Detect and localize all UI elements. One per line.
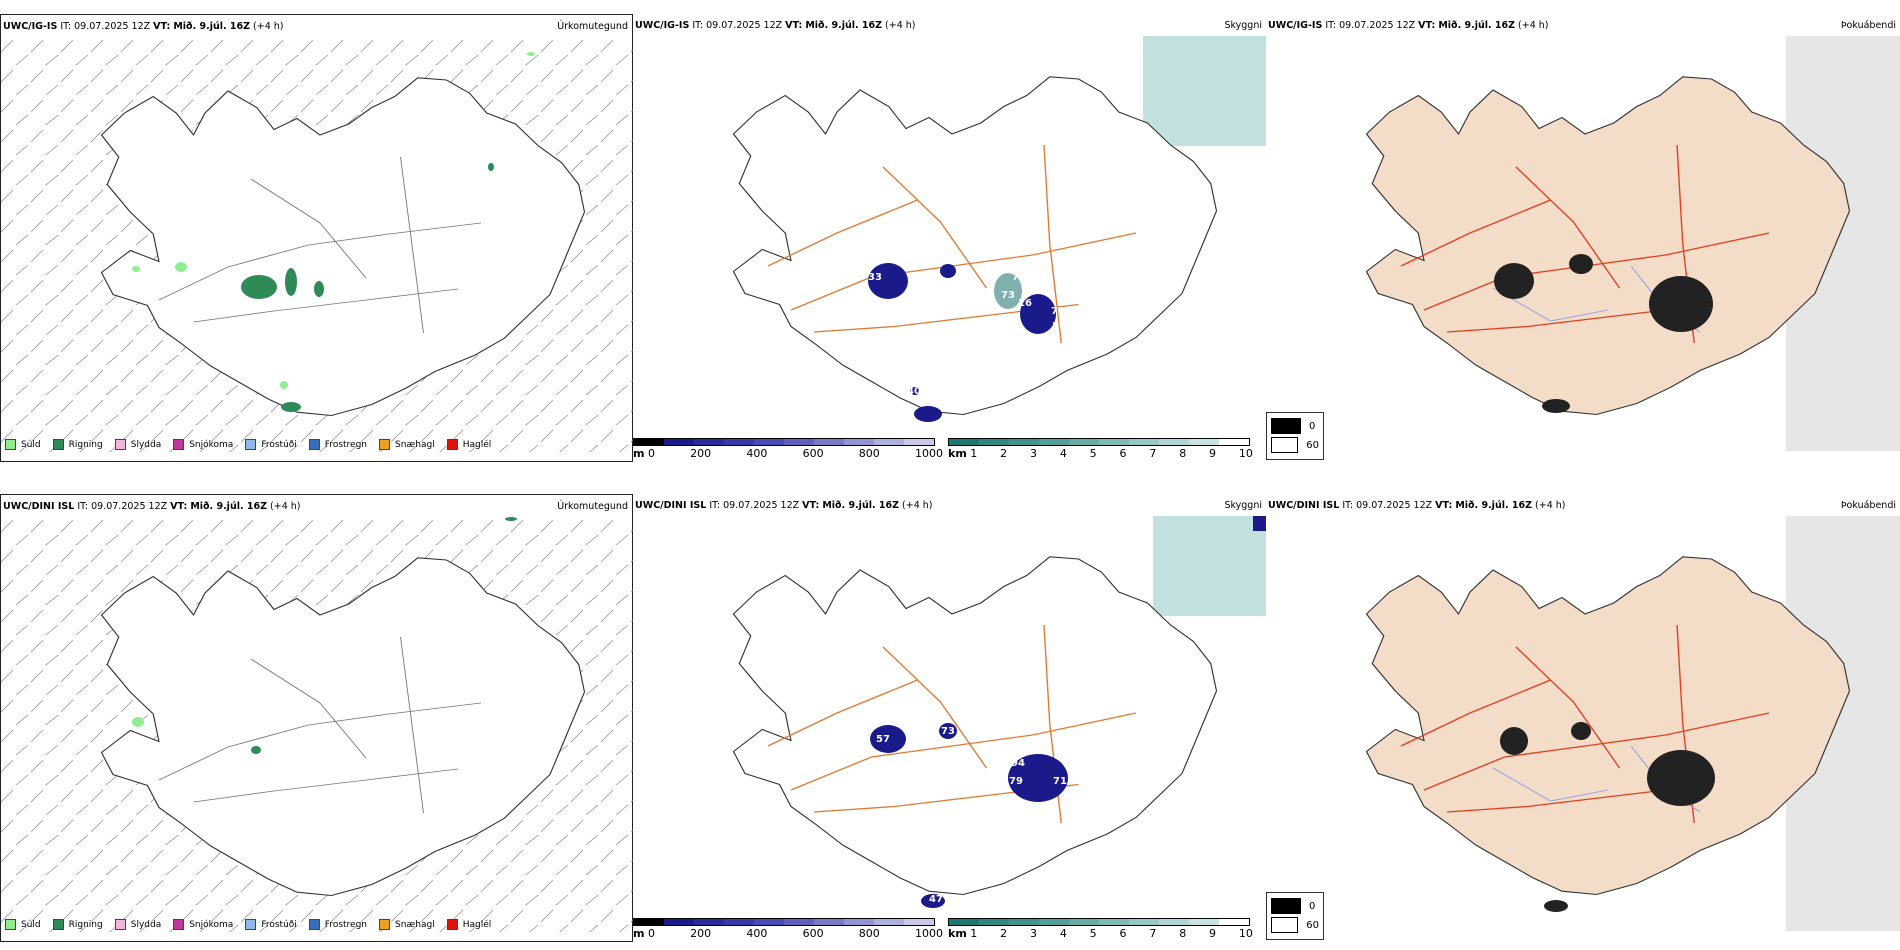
legend-item: Súld <box>5 439 41 450</box>
panel-title: UWC/DINI ISL IT: 09.07.2025 12Z VT: Mið.… <box>3 501 301 512</box>
ceiling-colorbar: m 0 200 400 600 800 1000 <box>633 438 943 466</box>
legend-item: Snæhagl <box>379 439 435 450</box>
fog-panel-top: UWC/IG-IS IT: 09.07.2025 12Z VT: Mið. 9.… <box>1266 14 1900 462</box>
panel-variable-label: Úrkomutegund <box>557 501 628 512</box>
panel-variable-label: Skyggni <box>1224 20 1262 31</box>
legend-item: Haglél <box>446 439 491 450</box>
visibility-colorbar: km 1 2 3 4 5 6 7 8 9 10 <box>948 438 1258 466</box>
fog-map <box>1365 36 1900 451</box>
precip-type-panel-bottom: UWC/DINI ISL IT: 09.07.2025 12Z VT: Mið.… <box>0 494 634 942</box>
legend-item: Rigning <box>52 439 103 450</box>
panel-title: UWC/DINI ISL IT: 09.07.2025 12Z VT: Mið.… <box>1268 500 1566 511</box>
precip-type-panel-top: UWC/IG-IS IT: 09.07.2025 12Z VT: Mið. 9.… <box>0 14 634 462</box>
legend-item: Rigning <box>52 919 103 930</box>
legend-item: Súld <box>5 919 41 930</box>
precip-legend: Súld Rigning Slydda Snjókoma Frostúði Fr… <box>5 919 503 930</box>
panel-title: UWC/IG-IS IT: 09.07.2025 12Z VT: Mið. 9.… <box>1268 20 1549 31</box>
panel-variable-label: Þokuábendi <box>1840 20 1896 31</box>
visibility-colorbar: km 1 2 3 4 5 6 7 8 9 10 <box>948 918 1258 946</box>
panel-title: UWC/DINI ISL IT: 09.07.2025 12Z VT: Mið.… <box>635 500 933 511</box>
panel-variable-label: Skyggni <box>1224 500 1262 511</box>
visibility-map <box>732 516 1266 908</box>
legend-item: Snæhagl <box>379 919 435 930</box>
fog-map <box>1365 516 1900 931</box>
legend-item: Slydda <box>114 919 161 930</box>
visibility-panel-top: UWC/IG-IS IT: 09.07.2025 12Z VT: Mið. 9.… <box>633 14 1266 462</box>
fog-legend-bottom: 0 60 <box>1266 892 1324 940</box>
fog-legend-top: 0 60 <box>1266 412 1324 460</box>
visibility-panel-bottom: UWC/DINI ISL IT: 09.07.2025 12Z VT: Mið.… <box>633 494 1266 942</box>
panel-variable-label: Úrkomutegund <box>557 21 628 32</box>
precip-map <box>1 37 634 452</box>
legend-item: Frostúði <box>245 439 297 450</box>
panel-title: UWC/IG-IS IT: 09.07.2025 12Z VT: Mið. 9.… <box>635 20 916 31</box>
legend-item: Frostregn <box>308 439 367 450</box>
precip-map <box>1 517 634 932</box>
precip-legend: Súld Rigning Slydda Snjókoma Frostúði Fr… <box>5 439 503 450</box>
panel-title: UWC/IG-IS IT: 09.07.2025 12Z VT: Mið. 9.… <box>3 21 284 32</box>
legend-item: Snjókoma <box>173 439 233 450</box>
fog-panel-bottom: UWC/DINI ISL IT: 09.07.2025 12Z VT: Mið.… <box>1266 494 1900 942</box>
ceiling-colorbar: m 0 200 400 600 800 1000 <box>633 918 943 946</box>
legend-item: Frostúði <box>245 919 297 930</box>
legend-item: Snjókoma <box>173 919 233 930</box>
legend-item: Frostregn <box>308 919 367 930</box>
legend-item: Haglél <box>446 919 491 930</box>
panel-variable-label: Þokuábendi <box>1840 500 1896 511</box>
visibility-map <box>732 36 1266 422</box>
legend-item: Slydda <box>114 439 161 450</box>
